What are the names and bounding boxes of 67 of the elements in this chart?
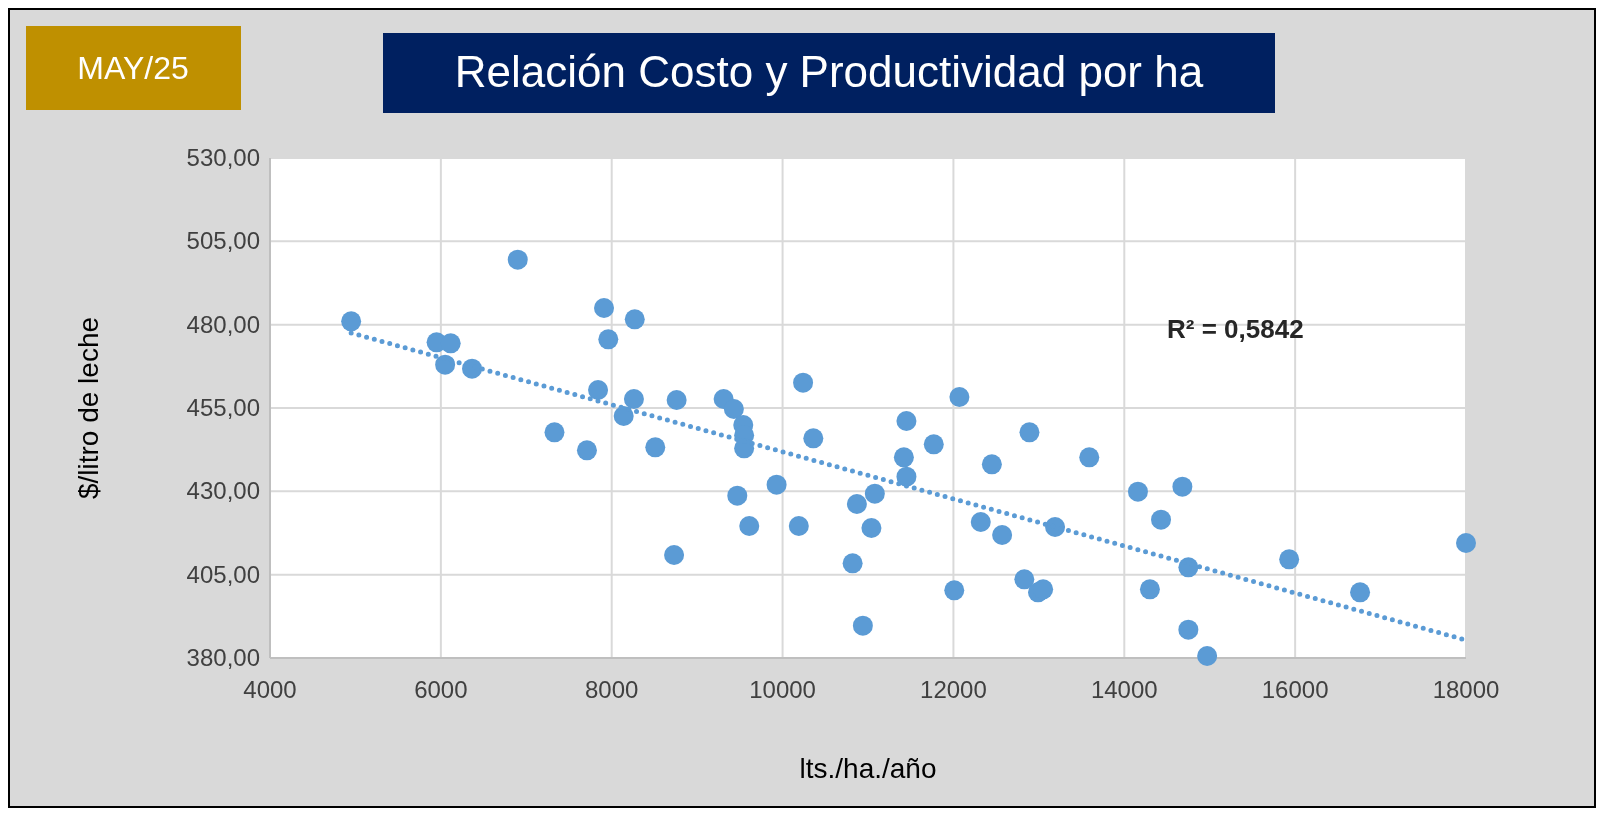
point bbox=[739, 516, 760, 536]
point bbox=[727, 485, 748, 506]
point bbox=[1178, 619, 1199, 640]
x-tick-label: 14000 bbox=[1090, 676, 1158, 703]
point bbox=[1033, 579, 1054, 600]
x-tick-label: 8000 bbox=[585, 676, 639, 703]
point bbox=[1279, 549, 1300, 570]
point bbox=[842, 553, 863, 574]
annotation: R² = 0,5842 bbox=[1167, 314, 1304, 344]
y-tick-label: 530,00 bbox=[186, 144, 260, 171]
point bbox=[923, 434, 944, 455]
y-tick-label: 455,00 bbox=[186, 394, 260, 421]
point bbox=[852, 615, 873, 636]
point bbox=[793, 372, 814, 393]
point bbox=[1127, 481, 1148, 502]
point bbox=[645, 437, 666, 458]
point bbox=[576, 440, 597, 461]
point bbox=[944, 580, 965, 601]
point bbox=[1172, 476, 1193, 497]
x-tick-label: 18000 bbox=[1432, 676, 1500, 703]
point bbox=[893, 447, 914, 468]
point bbox=[861, 518, 882, 538]
point bbox=[1079, 447, 1100, 468]
point bbox=[788, 516, 809, 536]
x-tick-label: 16000 bbox=[1261, 676, 1329, 703]
y-tick-label: 480,00 bbox=[186, 310, 260, 338]
x-tick-label: 12000 bbox=[920, 676, 987, 703]
point bbox=[440, 333, 461, 354]
point bbox=[1019, 422, 1040, 443]
point bbox=[864, 483, 885, 504]
point bbox=[970, 512, 991, 532]
chart-title: Relación Costo y Productividad por ha bbox=[454, 47, 1204, 96]
point bbox=[624, 309, 645, 330]
point bbox=[803, 428, 824, 449]
point bbox=[981, 454, 1002, 475]
point bbox=[507, 249, 528, 270]
point bbox=[766, 474, 787, 495]
point bbox=[1151, 509, 1172, 530]
point bbox=[341, 311, 362, 332]
point bbox=[666, 390, 687, 410]
point bbox=[949, 387, 970, 407]
point bbox=[1350, 582, 1371, 603]
y-tick-label: 430,00 bbox=[186, 477, 260, 505]
point bbox=[1139, 579, 1160, 600]
x-axis-title: lts./ha./año bbox=[799, 753, 937, 784]
point bbox=[594, 298, 615, 318]
point bbox=[723, 399, 744, 419]
point bbox=[992, 525, 1013, 545]
y-tick-label: 380,00 bbox=[186, 644, 260, 671]
point bbox=[588, 380, 609, 400]
point bbox=[1197, 646, 1218, 666]
point bbox=[1456, 533, 1476, 553]
point bbox=[623, 389, 644, 409]
y-tick-label: 505,00 bbox=[186, 227, 260, 255]
point bbox=[664, 545, 685, 565]
y-axis-title: $/litro de leche bbox=[73, 316, 104, 500]
point bbox=[896, 411, 917, 431]
x-tick-label: 6000 bbox=[414, 676, 468, 703]
point bbox=[846, 494, 867, 514]
point bbox=[1014, 569, 1035, 590]
point bbox=[598, 329, 619, 350]
x-tick-label: 10000 bbox=[749, 676, 816, 703]
x-tick-label: 4000 bbox=[243, 676, 297, 703]
point bbox=[896, 466, 917, 487]
chart-subtitle: MAY/25 bbox=[77, 50, 189, 86]
point bbox=[544, 422, 565, 443]
y-tick-label: 405,00 bbox=[186, 560, 260, 588]
